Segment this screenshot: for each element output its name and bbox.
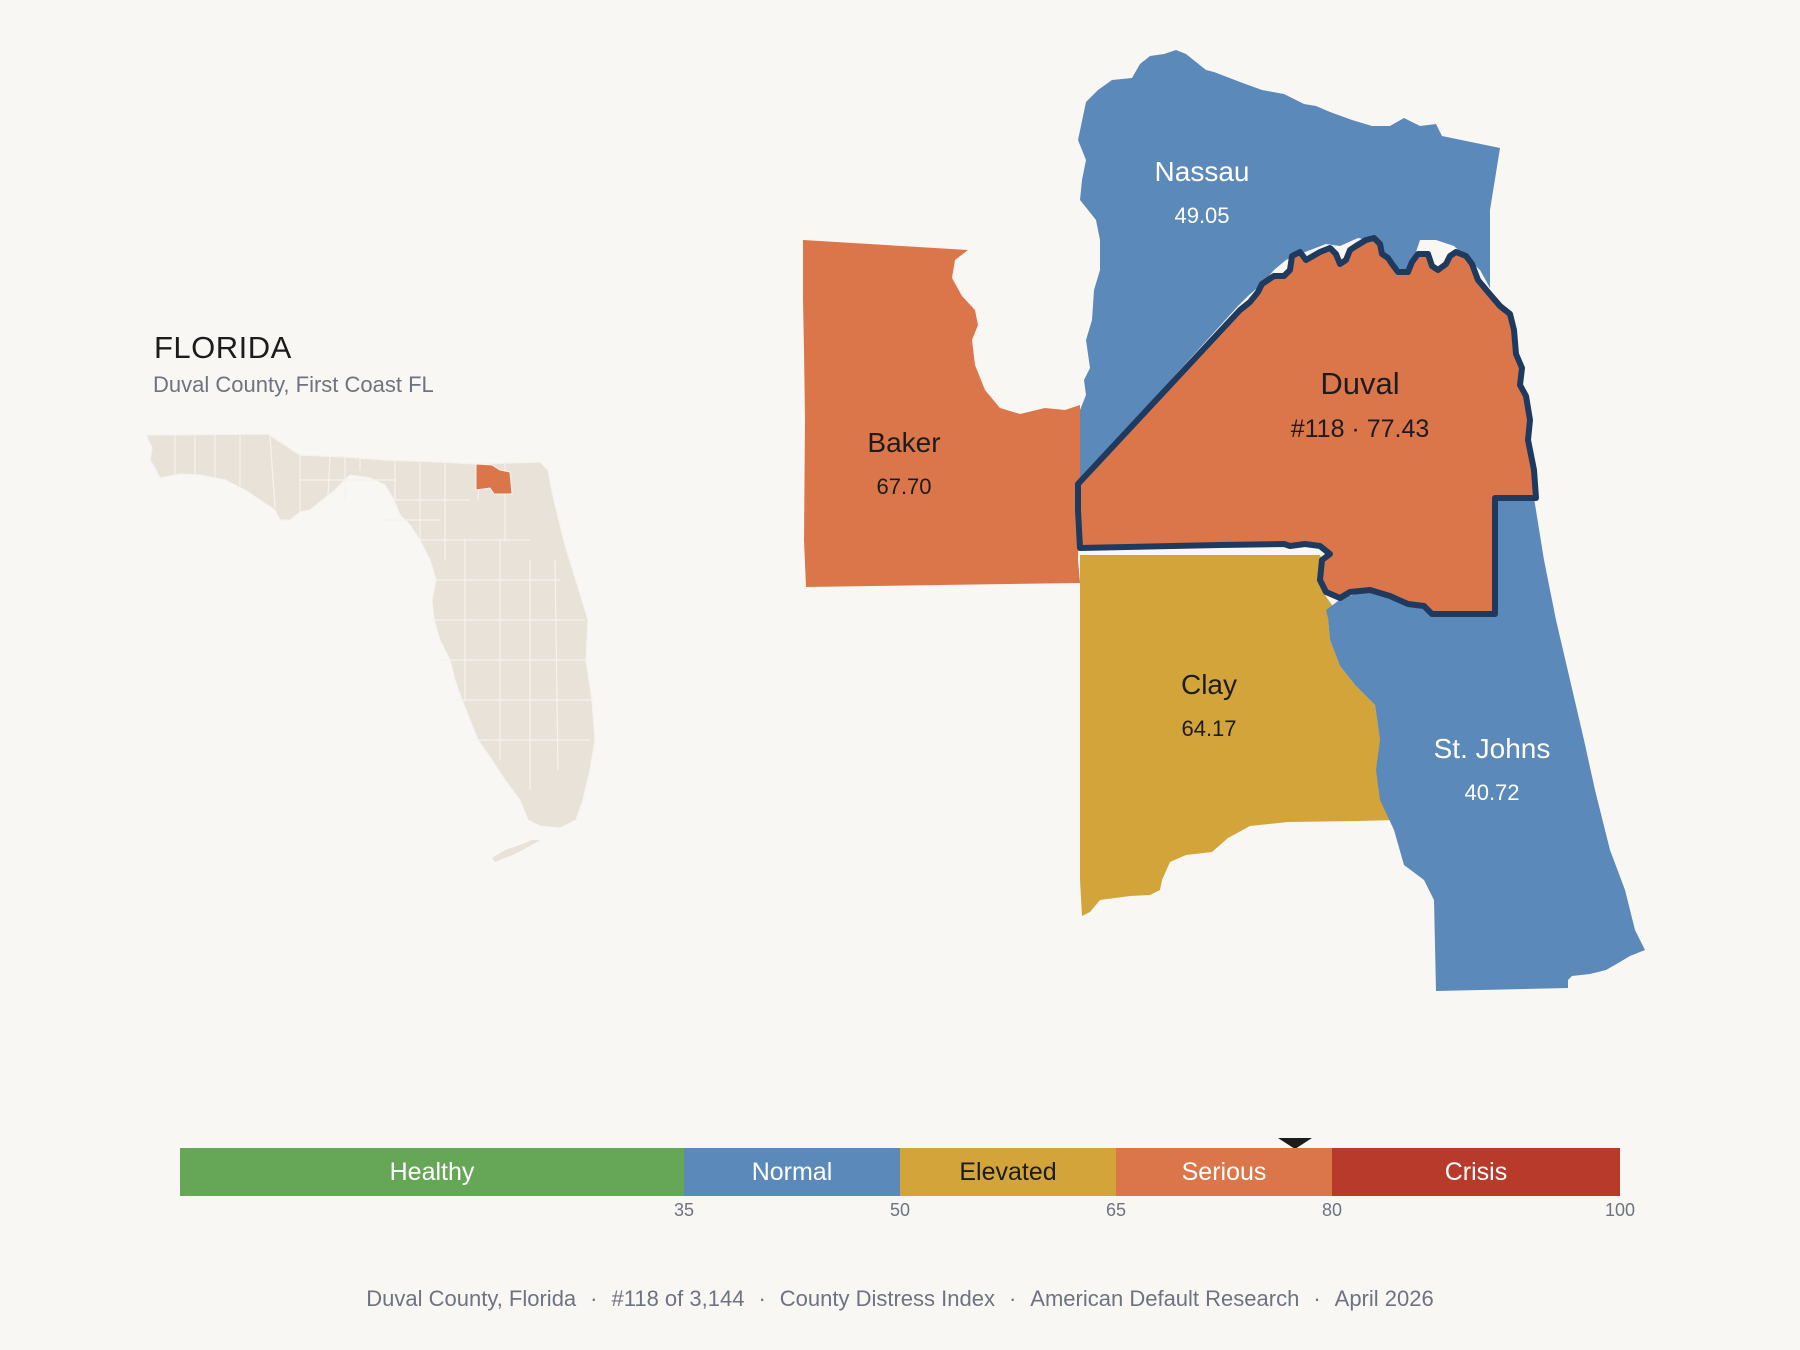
state-subtitle: Duval County, First Coast FL	[153, 372, 434, 397]
footer-county: Duval County, Florida	[366, 1286, 577, 1311]
distress-scale: Healthy Normal Elevated Serious Crisis	[180, 1148, 1620, 1196]
label-baker-name: Baker	[867, 427, 940, 458]
label-nassau-value: 49.05	[1174, 203, 1229, 228]
label-stjohns-value: 40.72	[1464, 780, 1519, 805]
county-lines	[174, 435, 592, 790]
scale-segment-normal: Normal	[684, 1148, 900, 1196]
label-nassau-name: Nassau	[1155, 156, 1250, 187]
county-duval[interactable]	[1075, 235, 1539, 617]
footer-index: County Distress Index	[779, 1286, 995, 1311]
footer: Duval County, Florida · #118 of 3,144 · Coun…	[366, 1286, 1434, 1311]
scale-tick: 50	[889, 1200, 911, 1220]
scale-segment-crisis: Crisis	[1332, 1148, 1620, 1196]
scale-segment-elevated: Elevated	[900, 1148, 1116, 1196]
scale-segment-healthy: Healthy	[180, 1148, 684, 1196]
county-nassau[interactable]	[1078, 50, 1500, 480]
score-marker	[1278, 1138, 1312, 1149]
scale-segment-serious: Serious	[1116, 1148, 1332, 1196]
florida-keys	[492, 840, 540, 862]
county-clay[interactable]	[1080, 555, 1396, 916]
county-stjohns[interactable]	[1326, 498, 1645, 991]
label-stjohns-name: St. Johns	[1434, 733, 1551, 764]
scale-tick: 100	[1604, 1200, 1636, 1220]
footer-date: April 2026	[1334, 1286, 1434, 1311]
footer-rank: #118 of 3,144	[611, 1286, 745, 1311]
scale-tick: 65	[1105, 1200, 1127, 1220]
inset-duval-highlight	[475, 463, 513, 495]
county-baker[interactable]	[803, 240, 1080, 587]
footer-source: American Default Research	[1030, 1286, 1300, 1311]
label-duval-value: #118 · 77.43	[1291, 415, 1430, 443]
label-clay-value: 64.17	[1181, 716, 1236, 741]
scale-tick: 35	[673, 1200, 695, 1220]
label-baker-value: 67.70	[876, 474, 931, 499]
scale-tick: 80	[1321, 1200, 1343, 1220]
label-clay-name: Clay	[1181, 669, 1237, 700]
label-duval-name: Duval	[1320, 366, 1399, 401]
state-title: FLORIDA	[154, 330, 292, 365]
